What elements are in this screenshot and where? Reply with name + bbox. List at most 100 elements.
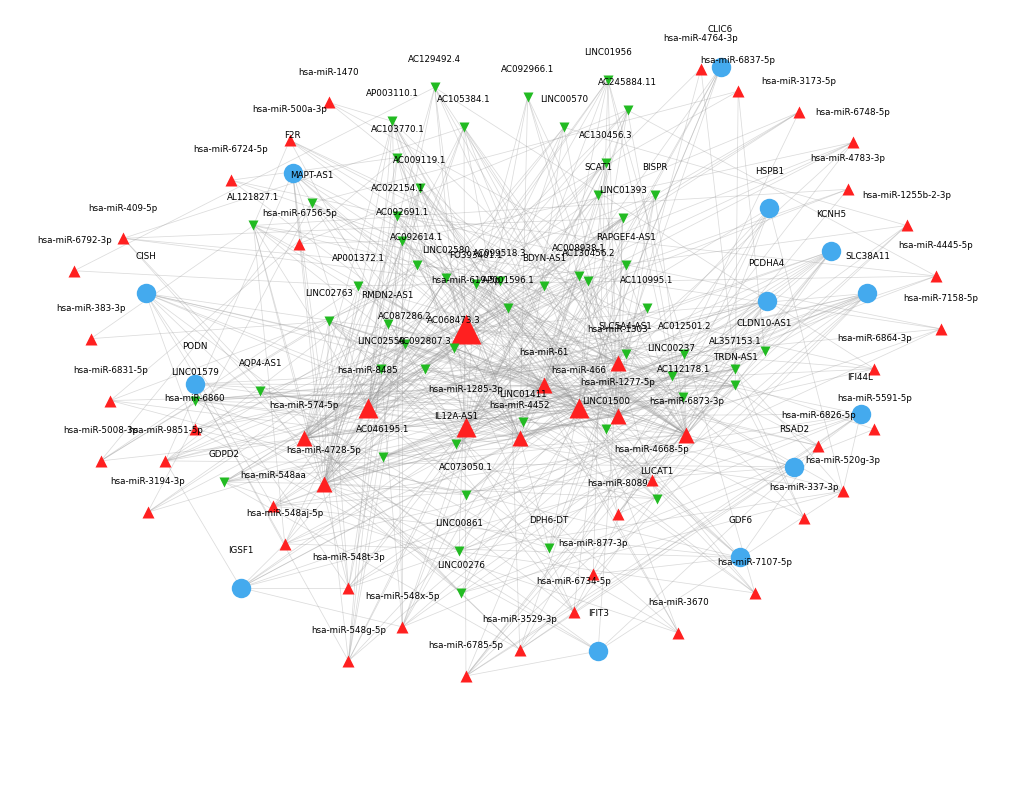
Text: hsa-miR-520g-3p: hsa-miR-520g-3p bbox=[805, 457, 879, 465]
Text: hsa-miR-4668-5p: hsa-miR-4668-5p bbox=[614, 445, 689, 454]
Text: AC092691.1: AC092691.1 bbox=[375, 208, 429, 218]
Text: GDPD2: GDPD2 bbox=[208, 450, 239, 459]
Text: RAPGEF4-AS1: RAPGEF4-AS1 bbox=[595, 233, 655, 241]
Text: TRDN-AS1: TRDN-AS1 bbox=[712, 354, 757, 362]
Text: hsa-miR-500a-3p: hsa-miR-500a-3p bbox=[252, 105, 327, 115]
Text: hsa-miR-6873-3p: hsa-miR-6873-3p bbox=[648, 397, 723, 406]
Text: MAPT-AS1: MAPT-AS1 bbox=[290, 171, 333, 180]
Text: LINC01579: LINC01579 bbox=[170, 369, 218, 377]
Text: hsa-miR-4783-3p: hsa-miR-4783-3p bbox=[809, 155, 884, 163]
Text: AC112178.1: AC112178.1 bbox=[656, 365, 709, 373]
Text: AP001596.1: AP001596.1 bbox=[481, 277, 534, 285]
Text: AC087286.2: AC087286.2 bbox=[378, 312, 432, 321]
Text: SLC38A11: SLC38A11 bbox=[844, 252, 889, 261]
Text: hsa-miR-3194-3p: hsa-miR-3194-3p bbox=[110, 477, 184, 487]
Text: LINC00276: LINC00276 bbox=[437, 561, 484, 570]
Text: AC012501.2: AC012501.2 bbox=[657, 321, 710, 331]
Text: F2R: F2R bbox=[284, 131, 301, 140]
Text: AC046195.1: AC046195.1 bbox=[356, 425, 409, 434]
Text: AC105384.1: AC105384.1 bbox=[437, 95, 490, 105]
Text: hsa-miR-3670: hsa-miR-3670 bbox=[647, 598, 708, 607]
Text: AL357153.1: AL357153.1 bbox=[708, 336, 761, 346]
Text: hsa-miR-6826-5p: hsa-miR-6826-5p bbox=[781, 411, 855, 420]
Text: AC073050.1: AC073050.1 bbox=[438, 463, 492, 472]
Text: AC245884.11: AC245884.11 bbox=[597, 78, 656, 87]
Text: hsa-miR-4445-5p: hsa-miR-4445-5p bbox=[898, 241, 972, 250]
Text: hsa-miR-6734-5p: hsa-miR-6734-5p bbox=[536, 577, 610, 586]
Text: hsa-miR-4452: hsa-miR-4452 bbox=[489, 401, 549, 410]
Text: hsa-miR-574-5p: hsa-miR-574-5p bbox=[269, 401, 338, 410]
Text: PODN: PODN bbox=[181, 343, 207, 351]
Text: hsa-miR-6831-5p: hsa-miR-6831-5p bbox=[73, 365, 148, 375]
Text: hsa-miR-6724-5p: hsa-miR-6724-5p bbox=[194, 145, 268, 154]
Text: HSPB1: HSPB1 bbox=[754, 167, 784, 175]
Text: hsa-miR-61: hsa-miR-61 bbox=[519, 348, 569, 357]
Text: LINC00570: LINC00570 bbox=[539, 95, 587, 105]
Text: hsa-miR-5591-5p: hsa-miR-5591-5p bbox=[836, 395, 911, 403]
Text: LINC01411: LINC01411 bbox=[498, 390, 546, 399]
Text: AC008938.1: AC008938.1 bbox=[551, 244, 605, 253]
Text: AP001372.1: AP001372.1 bbox=[331, 254, 384, 263]
Text: hsa-miR-548g-5p: hsa-miR-548g-5p bbox=[311, 626, 385, 635]
Text: AC130456.3: AC130456.3 bbox=[579, 130, 632, 140]
Text: AC092966.1: AC092966.1 bbox=[500, 65, 553, 74]
Text: hsa-miR-619-5p: hsa-miR-619-5p bbox=[431, 277, 500, 285]
Text: LINC00237: LINC00237 bbox=[647, 344, 695, 354]
Text: LINC00861: LINC00861 bbox=[435, 520, 483, 528]
Text: AC092614.1: AC092614.1 bbox=[390, 233, 443, 241]
Text: hsa-miR-4728-5p: hsa-miR-4728-5p bbox=[286, 446, 361, 455]
Text: hsa-miR-3173-5p: hsa-miR-3173-5p bbox=[760, 78, 836, 86]
Text: IFIT3: IFIT3 bbox=[587, 609, 608, 619]
Text: hsa-miR-1277-5p: hsa-miR-1277-5p bbox=[580, 378, 654, 387]
Text: SCAT1: SCAT1 bbox=[584, 163, 611, 172]
Text: RMDN2-AS1: RMDN2-AS1 bbox=[361, 292, 414, 300]
Text: IFI44L: IFI44L bbox=[847, 373, 872, 381]
Text: PCDHA4: PCDHA4 bbox=[748, 259, 784, 268]
Text: hsa-miR-6860: hsa-miR-6860 bbox=[164, 395, 225, 403]
Text: hsa-miR-4764-3p: hsa-miR-4764-3p bbox=[663, 34, 738, 42]
Text: IL12A-AS1: IL12A-AS1 bbox=[434, 412, 478, 421]
Text: AP003110.1: AP003110.1 bbox=[366, 90, 419, 98]
Text: hsa-miR-466: hsa-miR-466 bbox=[550, 366, 605, 376]
Text: hsa-miR-1303: hsa-miR-1303 bbox=[587, 325, 647, 334]
Text: AL121827.1: AL121827.1 bbox=[227, 193, 279, 203]
Text: hsa-miR-6756-5p: hsa-miR-6756-5p bbox=[262, 209, 336, 218]
Text: AC009119.1: AC009119.1 bbox=[393, 156, 446, 165]
Text: SLC5A4-AS1: SLC5A4-AS1 bbox=[598, 321, 652, 331]
Text: AC110995.1: AC110995.1 bbox=[620, 277, 674, 285]
Text: hsa-miR-6837-5p: hsa-miR-6837-5p bbox=[700, 57, 774, 65]
Text: hsa-miR-548aj-5p: hsa-miR-548aj-5p bbox=[246, 509, 323, 518]
Text: LINC01956: LINC01956 bbox=[584, 48, 631, 57]
Text: AQP4-AS1: AQP4-AS1 bbox=[238, 359, 282, 369]
Text: AC092807.3: AC092807.3 bbox=[397, 336, 451, 346]
Text: hsa-miR-548t-3p: hsa-miR-548t-3p bbox=[312, 553, 384, 562]
Text: hsa-miR-7158-5p: hsa-miR-7158-5p bbox=[903, 294, 977, 303]
Text: hsa-miR-1470: hsa-miR-1470 bbox=[299, 68, 359, 77]
Text: RSAD2: RSAD2 bbox=[779, 425, 808, 435]
Text: AC022154.1: AC022154.1 bbox=[370, 184, 424, 193]
Text: hsa-miR-5008-3p: hsa-miR-5008-3p bbox=[63, 426, 139, 435]
Text: hsa-miR-548aa: hsa-miR-548aa bbox=[239, 472, 306, 480]
Text: AC103770.1: AC103770.1 bbox=[370, 126, 424, 134]
Text: AC068473.3: AC068473.3 bbox=[427, 316, 481, 325]
Text: hsa-miR-6864-3p: hsa-miR-6864-3p bbox=[836, 334, 911, 343]
Text: hsa-miR-8485: hsa-miR-8485 bbox=[337, 366, 398, 376]
Text: LINC02580: LINC02580 bbox=[422, 246, 470, 255]
Text: AC099518.3: AC099518.3 bbox=[473, 249, 527, 259]
Text: DPH6-DT: DPH6-DT bbox=[529, 516, 569, 524]
Text: hsa-miR-877-3p: hsa-miR-877-3p bbox=[558, 539, 628, 549]
Text: LINC01500: LINC01500 bbox=[582, 397, 630, 406]
Text: IGSF1: IGSF1 bbox=[228, 546, 253, 555]
Text: CISH: CISH bbox=[136, 252, 156, 261]
Text: LINC01393: LINC01393 bbox=[598, 185, 646, 195]
Text: hsa-miR-6748-5p: hsa-miR-6748-5p bbox=[814, 108, 890, 116]
Text: LUCAT1: LUCAT1 bbox=[640, 467, 673, 476]
Text: GDF6: GDF6 bbox=[728, 516, 751, 525]
Text: CLDN10-AS1: CLDN10-AS1 bbox=[736, 319, 792, 329]
Text: BISPR: BISPR bbox=[642, 163, 667, 172]
Text: AC130456.2: AC130456.2 bbox=[561, 249, 614, 259]
Text: hsa-miR-6785-5p: hsa-miR-6785-5p bbox=[428, 641, 503, 650]
Text: hsa-miR-383-3p: hsa-miR-383-3p bbox=[56, 304, 125, 313]
Text: hsa-miR-9851-5p: hsa-miR-9851-5p bbox=[127, 426, 203, 435]
Text: FO393401.1: FO393401.1 bbox=[448, 252, 502, 260]
